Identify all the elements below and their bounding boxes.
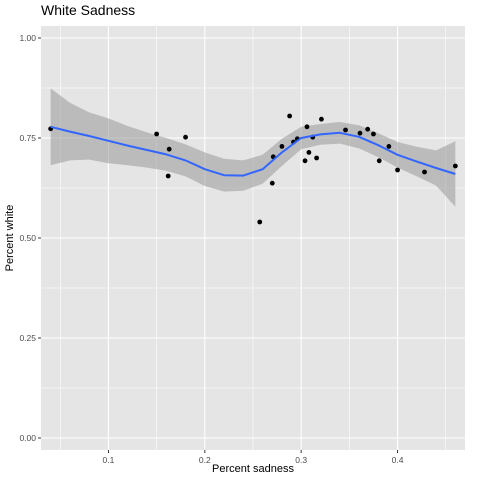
x-tick-label: 0.2 — [199, 455, 211, 465]
chart-title: White Sadness — [41, 2, 135, 18]
x-axis-ticks: 0.1 0.2 0.3 0.4 — [103, 450, 404, 465]
x-tick-label: 0.3 — [295, 455, 307, 465]
data-point — [257, 219, 263, 225]
data-point — [302, 158, 308, 164]
data-point — [376, 158, 382, 164]
data-point — [452, 163, 458, 169]
smooth-line — [50, 125, 456, 177]
smooth-line-layer — [50, 125, 456, 177]
data-point — [314, 155, 319, 161]
data-point — [422, 169, 427, 175]
data-point — [279, 144, 285, 149]
data-point — [357, 130, 363, 136]
x-tick-label: 0.4 — [392, 455, 404, 465]
x-axis-label: Percent sadness — [212, 463, 294, 475]
data-point — [269, 180, 275, 186]
data-point — [304, 124, 310, 130]
data-point — [287, 113, 293, 119]
data-point — [306, 150, 312, 155]
y-axis-ticks: 0.00 0.25 0.50 0.75 1.00 — [19, 33, 41, 443]
y-tick-label: 0.50 — [19, 233, 36, 243]
y-axis-label: Percent white — [4, 205, 16, 272]
major-gridlines — [41, 26, 465, 450]
y-tick-label: 1.00 — [19, 33, 36, 43]
x-tick-label: 0.1 — [103, 455, 115, 465]
data-point — [166, 146, 172, 152]
y-tick-label: 0.00 — [19, 433, 36, 443]
data-point — [365, 126, 371, 132]
confidence-ribbon — [50, 88, 456, 207]
data-point — [395, 167, 400, 173]
y-tick-label: 0.25 — [19, 333, 36, 343]
confidence-ribbon-layer — [50, 88, 456, 207]
data-point — [371, 131, 376, 137]
data-point — [183, 134, 188, 140]
y-tick-label: 0.75 — [19, 133, 36, 143]
data-point — [343, 127, 348, 133]
data-point — [319, 116, 324, 122]
data-point — [386, 144, 392, 149]
data-point — [165, 173, 171, 179]
data-point — [154, 131, 160, 137]
